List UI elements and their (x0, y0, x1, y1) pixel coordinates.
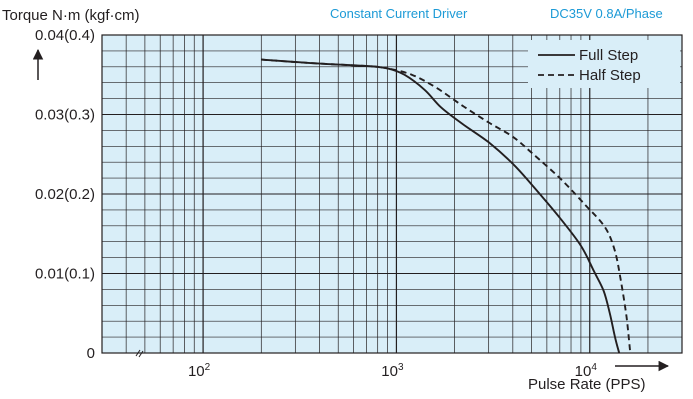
y-tick-label: 0.02(0.2) (35, 186, 95, 203)
y-tick-label: 0 (87, 345, 95, 362)
legend-full-step-label: Full Step (579, 47, 638, 64)
x-tick-label: 104 (575, 362, 598, 380)
x-tick-label: 103 (381, 362, 404, 380)
y-tick-label: 0.04(0.4) (35, 27, 95, 44)
driver-label: Constant Current Driver (330, 6, 468, 21)
y-tick-label: 0.01(0.1) (35, 266, 95, 283)
y-tick-label: 0.03(0.3) (35, 107, 95, 124)
curves (261, 58, 632, 354)
axis-break-mark (135, 349, 144, 358)
plot-area-border (101, 34, 683, 354)
y-tick-labels: 0 0.01(0.1) 0.02(0.2) 0.03(0.3) 0.04(0.4) (35, 27, 95, 362)
x-axis-title: Pulse Rate (PPS) (528, 376, 646, 393)
legend-background (528, 40, 680, 88)
half-step-curve (261, 58, 632, 354)
x-tick-labels: 102 103 104 (188, 362, 597, 380)
legend: Full Step Half Step (528, 40, 680, 88)
spec-label: DC35V 0.8A/Phase (550, 6, 663, 21)
legend-half-step-label: Half Step (579, 67, 641, 84)
x-tick-label: 102 (188, 362, 211, 380)
y-axis-title: Torque N·m (kgf·cm) (2, 7, 140, 24)
